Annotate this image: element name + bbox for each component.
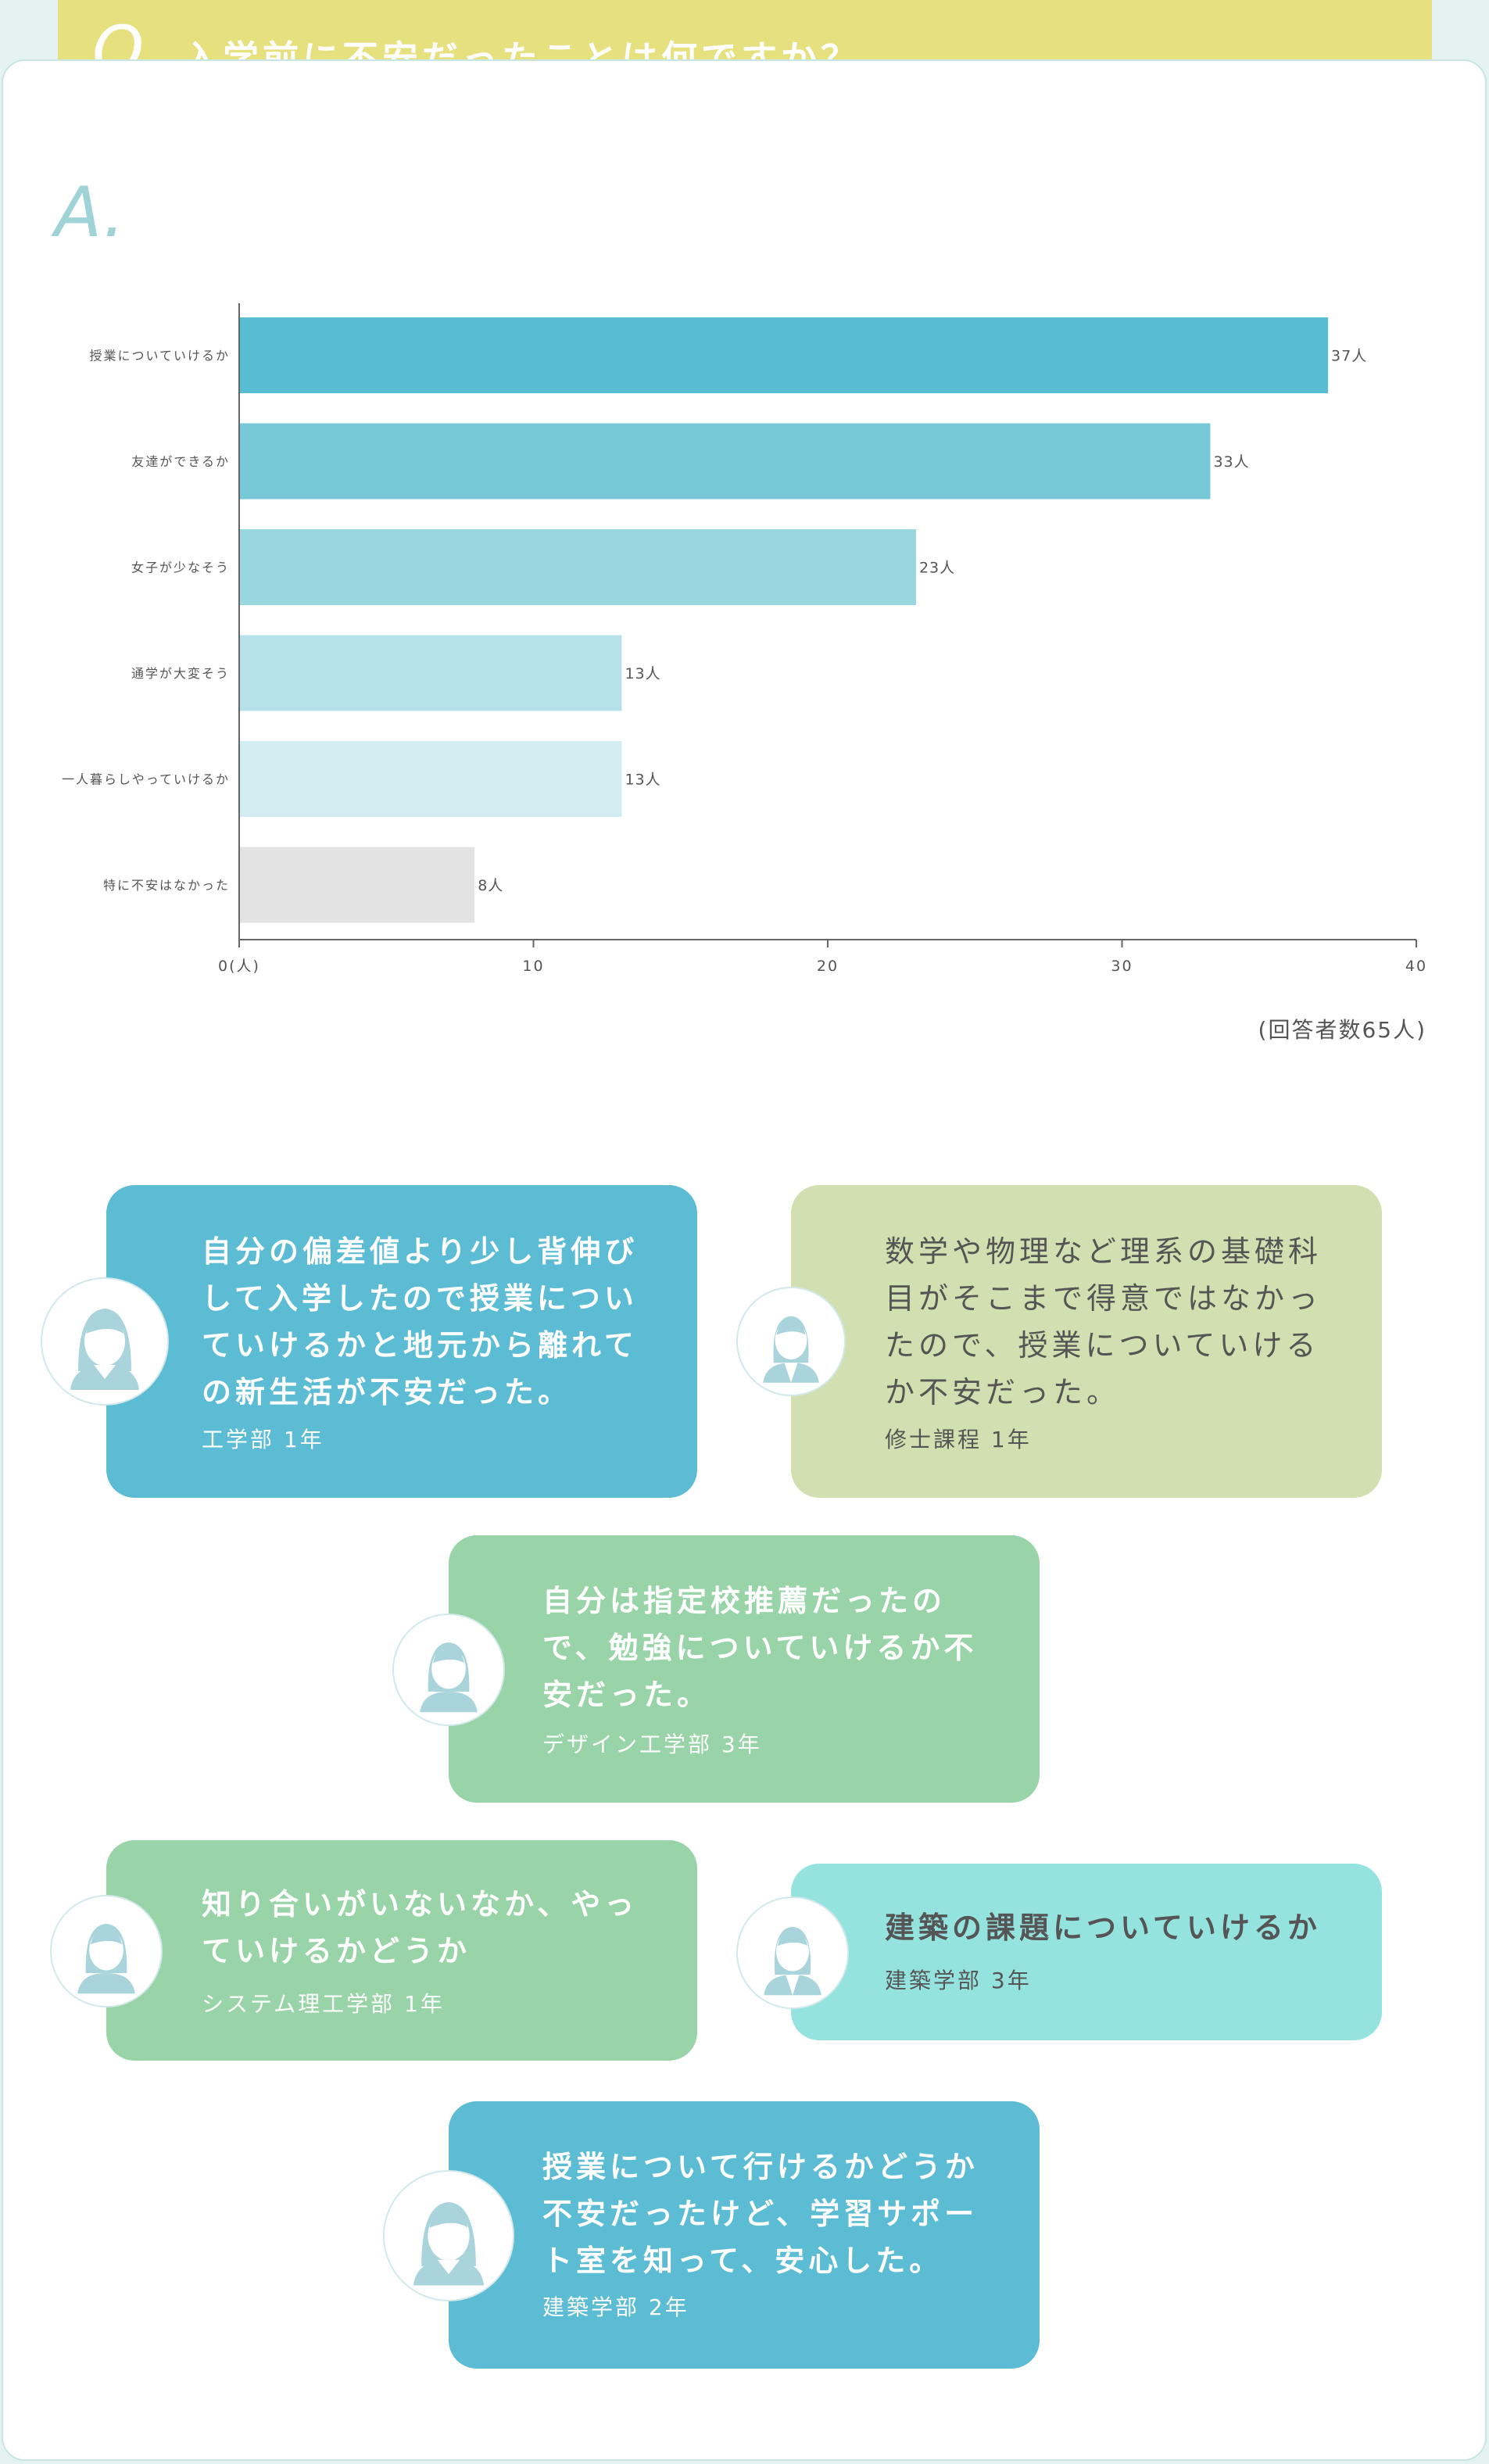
bar <box>239 635 622 711</box>
avatar <box>736 1287 846 1396</box>
x-tick-label: 0(人) <box>218 958 260 975</box>
comment-department: 建築学部 2年 <box>542 2294 689 2320</box>
avatar <box>392 1613 505 1726</box>
comment-card: 知り合いがいないなか、やっていけるかどうか システム理工学部 1年 <box>106 1840 697 2061</box>
female-student-icon <box>77 1924 135 1994</box>
bar <box>239 317 1329 393</box>
comment-department: 工学部 1年 <box>202 1427 324 1452</box>
female-student-icon <box>420 1642 478 1713</box>
bar <box>239 423 1211 500</box>
comment-quote: 数学や物理など理系の基礎科目がそこまで得意ではなかったので、授業についていけるか… <box>885 1234 1323 1409</box>
comment-card: 数学や物理など理系の基礎科目がそこまで得意ではなかったので、授業についていけるか… <box>791 1185 1382 1498</box>
category-label: 女子が少なそう <box>131 560 230 575</box>
comment-quote: 自分は指定校推薦だったので、勉強についていけるか不安だった。 <box>542 1584 978 1712</box>
female-suit-icon <box>763 1316 819 1383</box>
comment-card: 建築の課題についていけるか 建築学部 3年 <box>791 1864 1382 2040</box>
comment-card: 自分の偏差値より少し背伸びして入学したので授業についていけるかと地元から離れての… <box>106 1185 697 1498</box>
x-tick-label: 10 <box>522 958 544 975</box>
avatar <box>50 1895 163 2007</box>
respondent-count: (回答者数65人) <box>1258 1017 1426 1043</box>
female-suit-icon <box>764 1926 821 1996</box>
comment-card: 自分は指定校推薦だったので、勉強についていけるか不安だった。 デザイン工学部 3… <box>449 1535 1040 1803</box>
x-tick-label: 30 <box>1111 958 1133 975</box>
female-student-icon <box>70 1309 139 1390</box>
x-tick-label: 20 <box>817 958 839 975</box>
comment-department: 建築学部 3年 <box>885 1968 1032 1993</box>
value-label: 33人 <box>1213 453 1249 471</box>
comment-department: システム理工学部 1年 <box>202 1991 445 2017</box>
bar <box>239 847 475 923</box>
avatar <box>383 2170 514 2301</box>
bar <box>239 529 916 605</box>
answer-mark: A. <box>55 172 125 252</box>
avatar <box>41 1277 169 1406</box>
comment-quote: 自分の偏差値より少し背伸びして入学したので授業についていけるかと地元から離れての… <box>202 1234 639 1409</box>
avatar <box>736 1896 849 2009</box>
comment-department: 修士課程 1年 <box>885 1427 1032 1452</box>
female-student-icon <box>413 2201 485 2286</box>
x-tick-label: 40 <box>1405 958 1427 975</box>
category-label: 通学が大変そう <box>131 666 230 681</box>
comment-card: 授業について行けるかどうか不安だったけど、学習サポート室を知って、安心した。 建… <box>449 2101 1040 2369</box>
category-label: 友達ができるか <box>131 454 230 469</box>
comment-quote: 建築の課題についていけるか <box>885 1911 1321 1945</box>
category-label: 特に不安はなかった <box>103 878 230 893</box>
value-label: 23人 <box>919 560 955 577</box>
category-label: 授業についていけるか <box>89 349 230 364</box>
comment-quote: 知り合いがいないなか、やっていけるかどうか <box>202 1887 639 1968</box>
value-label: 37人 <box>1331 348 1367 365</box>
value-label: 13人 <box>625 772 660 789</box>
comment-department: デザイン工学部 3年 <box>542 1732 762 1757</box>
value-label: 13人 <box>625 665 660 682</box>
comment-quote: 授業について行けるかどうか不安だったけど、学習サポート室を知って、安心した。 <box>542 2150 979 2278</box>
bar <box>239 741 622 817</box>
value-label: 8人 <box>478 877 503 894</box>
category-label: 一人暮らしやっていけるか <box>62 772 230 787</box>
